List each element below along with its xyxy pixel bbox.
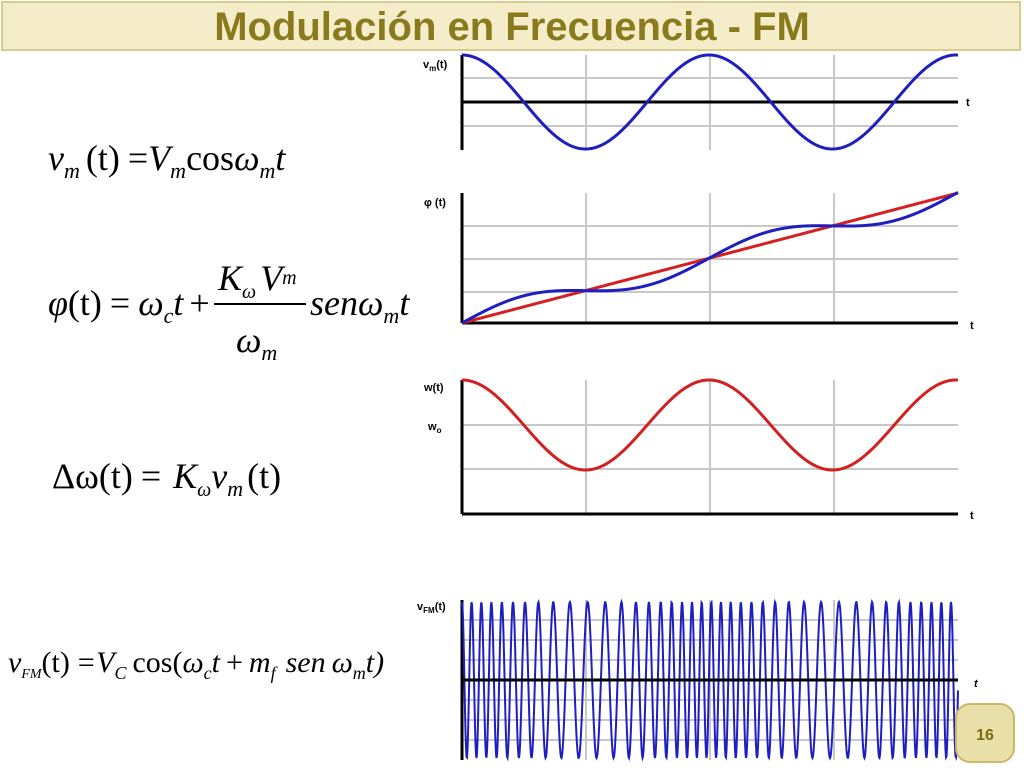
- equation-numerator: Kω Vm: [217, 258, 297, 303]
- eq-sub: m: [261, 340, 277, 365]
- eq-sub: c: [164, 303, 174, 328]
- eq-part: ω: [236, 320, 261, 360]
- eq-sub: ω: [197, 479, 211, 501]
- label-sub: m: [429, 64, 436, 73]
- graph-label: vm(t): [423, 59, 448, 73]
- label-sub: FM: [423, 606, 435, 615]
- eq-part: Δω: [52, 456, 99, 496]
- label-sub: o: [437, 426, 442, 435]
- eq-sub: c: [204, 663, 212, 683]
- graph-label: vFM(t): [417, 601, 446, 615]
- equation: φ(t) = ωct +: [48, 283, 210, 328]
- eq-sub: m: [170, 158, 186, 183]
- curve: [462, 378, 959, 472]
- eq-part: =: [110, 283, 130, 323]
- eq-part: (t): [68, 283, 102, 323]
- curve: [461, 191, 959, 325]
- eq-sub: ω: [242, 281, 256, 303]
- axis-label: t: [970, 320, 974, 332]
- eq-part: ω: [332, 646, 353, 679]
- eq-sub: C: [114, 663, 127, 683]
- eq-part: V: [260, 258, 286, 298]
- equation: vFM(t) =VC cos(ωct + mf sen ωmt): [8, 646, 384, 683]
- graph-label: wo: [427, 421, 442, 435]
- eq-part: t: [275, 138, 286, 178]
- eq-part: =V: [76, 646, 118, 679]
- equation-denominator: ωm: [236, 320, 277, 365]
- graph-label: w(t): [423, 382, 444, 394]
- equation: Δω(t) = Kωvm (t): [52, 456, 281, 501]
- eq-part: cos: [186, 138, 234, 178]
- eq-sub: m: [227, 476, 243, 501]
- eq-part: ω: [138, 283, 163, 323]
- page-badge: [955, 703, 1015, 763]
- eq-part: =: [141, 456, 161, 496]
- axis-label: t: [974, 678, 979, 690]
- eq-part: K: [217, 258, 244, 298]
- eq-sub: f: [271, 663, 279, 683]
- eq-part: sen: [310, 283, 358, 323]
- eq-sub: m: [259, 158, 275, 183]
- eq-part: ω: [182, 646, 203, 679]
- eq-part: (t): [86, 138, 120, 178]
- eq-part: t): [366, 646, 384, 679]
- label-part: (t): [436, 59, 447, 71]
- axis-label: t: [966, 97, 970, 109]
- eq-sub: FM: [20, 667, 43, 682]
- plots: [460, 53, 959, 762]
- eq-part: ω: [358, 283, 383, 323]
- eq-part: sen: [286, 646, 326, 679]
- eq-part: cos(: [132, 646, 182, 679]
- eq-part: =: [128, 138, 148, 178]
- eq-sub: m: [383, 303, 399, 328]
- eq-sub: m: [353, 663, 366, 683]
- eq-part: +: [189, 283, 209, 323]
- label-part: (t): [435, 601, 446, 613]
- label-part: v: [423, 59, 430, 71]
- eq-part: (t): [42, 646, 70, 679]
- eq-part: (t): [247, 456, 281, 496]
- title: Modulación en Frecuencia - FM: [214, 5, 810, 49]
- title-bar: [1, 1, 1021, 51]
- curve: [462, 53, 959, 151]
- eq-part: φ: [48, 283, 68, 323]
- eq-part: t: [173, 283, 184, 323]
- axis-label: t: [970, 510, 974, 522]
- eq-part: (t): [99, 456, 133, 496]
- equation: senωmt: [310, 283, 410, 328]
- page-number: 16: [976, 727, 994, 744]
- label-part: w: [427, 421, 437, 433]
- eq-part: m: [249, 646, 271, 679]
- eq-part: v: [211, 456, 227, 496]
- eq-sub: m: [282, 267, 296, 289]
- eq-part: v: [8, 646, 22, 679]
- eq-part: t: [212, 646, 221, 679]
- eq-part: ω: [234, 138, 259, 178]
- label-part: v: [417, 601, 424, 613]
- eq-part: V: [148, 138, 174, 178]
- curve: [461, 598, 959, 762]
- eq-part: v: [48, 138, 64, 178]
- eq-part: +: [226, 646, 243, 679]
- eq-part: t: [399, 283, 410, 323]
- eq-part: K: [172, 456, 199, 496]
- graph-label: φ (t): [424, 197, 446, 209]
- equation: vm (t) =Vmcosωmt: [48, 138, 286, 183]
- eq-sub: m: [64, 158, 80, 183]
